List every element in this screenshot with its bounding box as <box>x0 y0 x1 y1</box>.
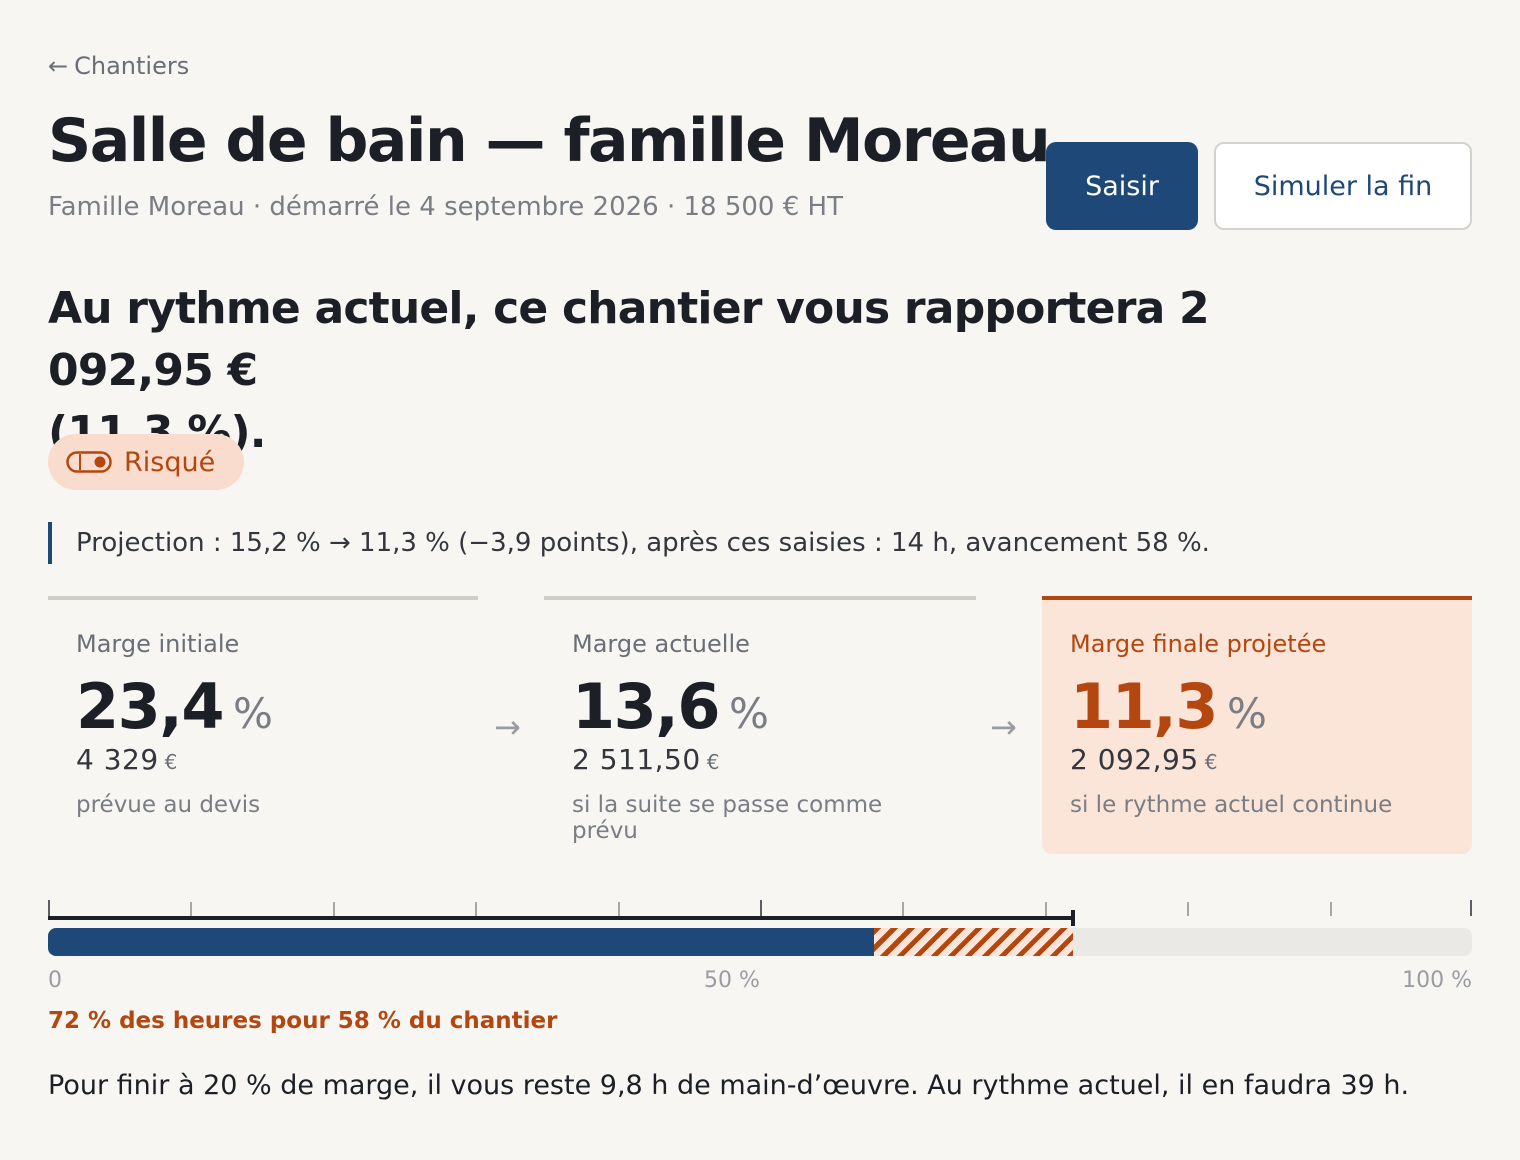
margin-pct-value: 23,4 <box>76 670 224 743</box>
labor-remaining-note: Pour finir à 20 % de marge, il vous rest… <box>48 1070 1410 1101</box>
margin-amount: 2 092,95 € <box>1070 743 1444 776</box>
margin-card-current: Marge actuelle 13,6 % 2 511,50 € si la s… <box>544 596 976 854</box>
arrow-right-icon: → <box>494 708 521 746</box>
margin-amount-currency: € <box>706 750 720 774</box>
hours-used-line <box>48 916 1073 920</box>
axis-tick <box>48 900 50 916</box>
arrow-right-icon: → <box>990 708 1017 746</box>
margin-card-projected: Marge finale projetée 11,3 % 2 092,95 € … <box>1042 596 1472 854</box>
margin-amount: 2 511,50 € <box>572 743 948 776</box>
margin-amount-value: 2 511,50 <box>572 743 701 776</box>
axis-label-0: 0 <box>48 968 62 993</box>
status-badge: Risqué <box>48 434 244 490</box>
margin-pct-unit: % <box>232 689 273 738</box>
axis-tick <box>475 902 477 916</box>
axis-tick <box>760 900 762 916</box>
margin-card-label: Marge finale projetée <box>1070 630 1327 658</box>
axis-tick <box>902 902 904 916</box>
margin-pct-unit: % <box>1226 689 1267 738</box>
margin-card-label: Marge actuelle <box>572 630 750 658</box>
axis-label-50: 50 % <box>704 968 760 993</box>
axis-label-100: 100 % <box>1402 968 1472 993</box>
margin-amount-currency: € <box>164 750 178 774</box>
simulate-end-button[interactable]: Simuler la fin <box>1214 142 1472 230</box>
margin-card-note: si la suite se passe comme prévu <box>572 792 883 844</box>
back-link-label: Chantiers <box>74 52 190 80</box>
axis-tick <box>1470 900 1472 916</box>
margin-amount-value: 4 329 <box>76 743 159 776</box>
completion-fill <box>48 928 874 956</box>
hours-overrun-fill <box>874 928 1073 956</box>
margin-card-initial: Marge initiale 23,4 % 4 329 € prévue au … <box>48 596 478 854</box>
margin-amount-currency: € <box>1204 750 1218 774</box>
axis-tick <box>333 902 335 916</box>
margin-amount: 4 329 € <box>76 743 450 776</box>
margin-pct-unit: % <box>728 689 769 738</box>
margin-percentage: 11,3 % <box>1070 670 1444 743</box>
axis-tick <box>190 902 192 916</box>
margin-card-label: Marge initiale <box>76 630 240 658</box>
margin-percentage: 23,4 % <box>76 670 450 743</box>
toggle-icon <box>66 451 112 473</box>
margin-card-note: prévue au devis <box>76 792 261 818</box>
back-link[interactable]: ← Chantiers <box>48 52 189 80</box>
progress-caption: 72 % des heures pour 58 % du chantier <box>48 1008 558 1034</box>
hours-used-marker <box>1071 910 1075 926</box>
arrow-left-icon: ← <box>48 52 69 80</box>
axis-tick <box>1187 902 1189 916</box>
axis-tick <box>1045 902 1047 916</box>
profit-headline: Au rythme actuel, ce chantier vous rappo… <box>48 278 1368 464</box>
margin-pct-value: 11,3 <box>1070 670 1218 743</box>
axis-tick <box>1330 902 1332 916</box>
progress-track <box>48 928 1472 956</box>
margin-percentage: 13,6 % <box>572 670 948 743</box>
headline-line-1: Au rythme actuel, ce chantier vous rappo… <box>48 283 1210 396</box>
margin-card-note: si le rythme actuel continue <box>1070 792 1393 818</box>
status-badge-label: Risqué <box>124 446 216 478</box>
saisir-button[interactable]: Saisir <box>1046 142 1198 230</box>
margin-amount-value: 2 092,95 <box>1070 743 1199 776</box>
page-title: Salle de bain — famille Moreau <box>48 106 1051 176</box>
page-subtitle: Famille Moreau · démarré le 4 septembre … <box>48 192 843 222</box>
axis-tick <box>618 902 620 916</box>
margin-pct-value: 13,6 <box>572 670 720 743</box>
hours-progress-chart: 0 50 % 100 % <box>48 896 1472 996</box>
projection-note: Projection : 15,2 % → 11,3 % (−3,9 point… <box>48 522 1210 564</box>
